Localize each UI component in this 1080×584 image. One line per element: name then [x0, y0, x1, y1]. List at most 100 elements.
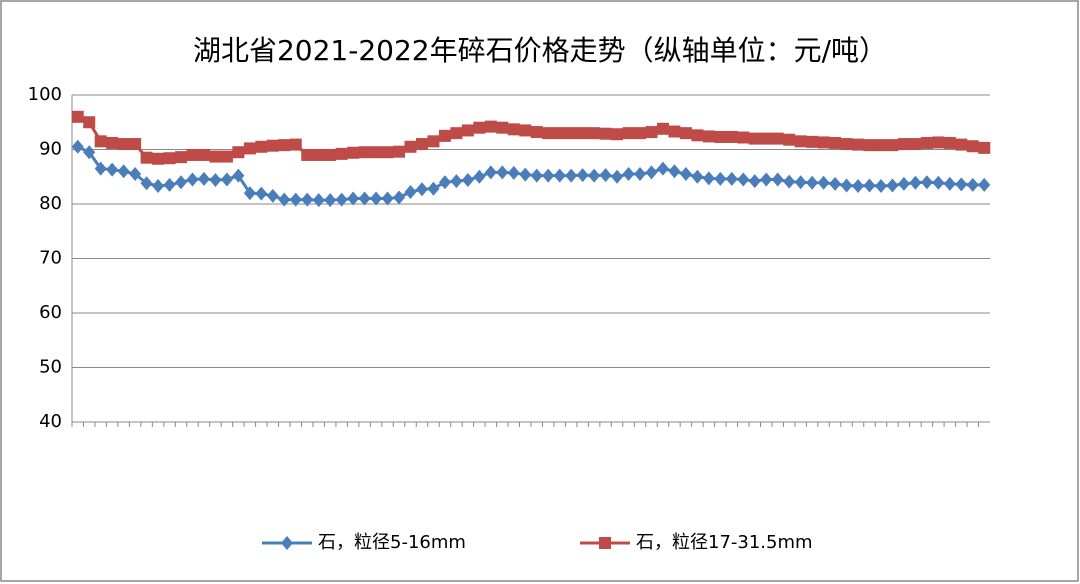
legend-marker [281, 536, 293, 550]
data-point [897, 176, 910, 191]
data-point [461, 173, 474, 188]
data-point [863, 139, 876, 152]
data-point [955, 138, 968, 151]
data-point [874, 179, 887, 194]
data-point [381, 191, 394, 206]
data-point [817, 175, 830, 190]
data-point [129, 167, 142, 182]
data-point [220, 150, 233, 163]
data-point [473, 169, 486, 184]
data-point [702, 130, 715, 143]
data-point [519, 167, 532, 182]
data-point [209, 173, 222, 188]
data-point [874, 139, 887, 152]
data-point [588, 168, 601, 183]
data-point [783, 133, 796, 146]
data-point [576, 168, 589, 183]
data-point [599, 168, 612, 183]
data-point [473, 121, 486, 134]
data-point [955, 177, 968, 192]
data-point [312, 193, 325, 208]
data-point [840, 138, 853, 151]
data-point [966, 140, 979, 153]
data-point [737, 172, 750, 187]
y-tick-label: 70 [39, 248, 62, 269]
data-point [335, 192, 348, 207]
data-point [175, 151, 188, 164]
data-point [507, 165, 520, 180]
data-point [737, 131, 750, 144]
data-point [370, 191, 383, 206]
data-point [691, 129, 704, 142]
data-point [920, 175, 933, 190]
data-point [209, 150, 222, 163]
data-point [634, 167, 647, 182]
data-point [852, 179, 865, 194]
data-point [393, 190, 406, 205]
data-point [943, 136, 956, 149]
data-point [794, 175, 807, 190]
data-point [163, 152, 176, 165]
data-point [496, 165, 509, 180]
data-point [358, 146, 371, 159]
data-point [634, 127, 647, 140]
data-point [163, 177, 176, 192]
data-point [106, 162, 119, 177]
data-point [645, 165, 658, 180]
data-point [71, 110, 84, 123]
data-point [450, 174, 463, 189]
data-point [783, 174, 796, 189]
data-point [152, 179, 165, 194]
data-point [278, 192, 291, 207]
data-point [324, 148, 337, 161]
data-point [622, 127, 635, 140]
data-point [71, 139, 84, 154]
data-point [725, 171, 738, 186]
data-point [289, 192, 302, 207]
data-point [542, 168, 555, 183]
data-point [829, 176, 842, 191]
data-point [140, 176, 153, 191]
y-tick-label: 60 [39, 302, 62, 323]
data-point [897, 138, 910, 151]
data-point [94, 135, 107, 148]
data-point [220, 172, 233, 187]
data-point [863, 178, 876, 193]
data-point [117, 164, 130, 179]
data-point [152, 152, 165, 165]
data-point [427, 135, 440, 148]
data-point [978, 141, 991, 154]
data-point [771, 132, 784, 145]
data-point [852, 138, 865, 151]
data-point [370, 146, 383, 159]
data-point [232, 168, 245, 183]
data-point [920, 136, 933, 149]
data-point [565, 168, 578, 183]
data-point [243, 186, 256, 201]
y-tick-label: 90 [39, 139, 62, 160]
data-point [255, 186, 268, 201]
data-point [932, 136, 945, 149]
data-point [186, 148, 199, 161]
data-point [243, 142, 256, 155]
data-point [748, 132, 761, 145]
data-point [817, 136, 830, 149]
data-point [553, 168, 566, 183]
data-point [278, 139, 291, 152]
data-point [289, 138, 302, 151]
data-point [117, 138, 130, 151]
data-point [622, 167, 635, 182]
y-tick-label: 80 [39, 193, 62, 214]
data-point [266, 188, 279, 203]
data-point [932, 175, 945, 190]
data-point [725, 130, 738, 143]
data-point [611, 169, 624, 184]
data-point [656, 161, 669, 176]
data-point [886, 139, 899, 152]
data-point [599, 127, 612, 140]
data-point [266, 139, 279, 152]
data-point [83, 145, 96, 160]
data-point [530, 126, 543, 139]
data-point [806, 175, 819, 190]
data-point [760, 132, 773, 145]
